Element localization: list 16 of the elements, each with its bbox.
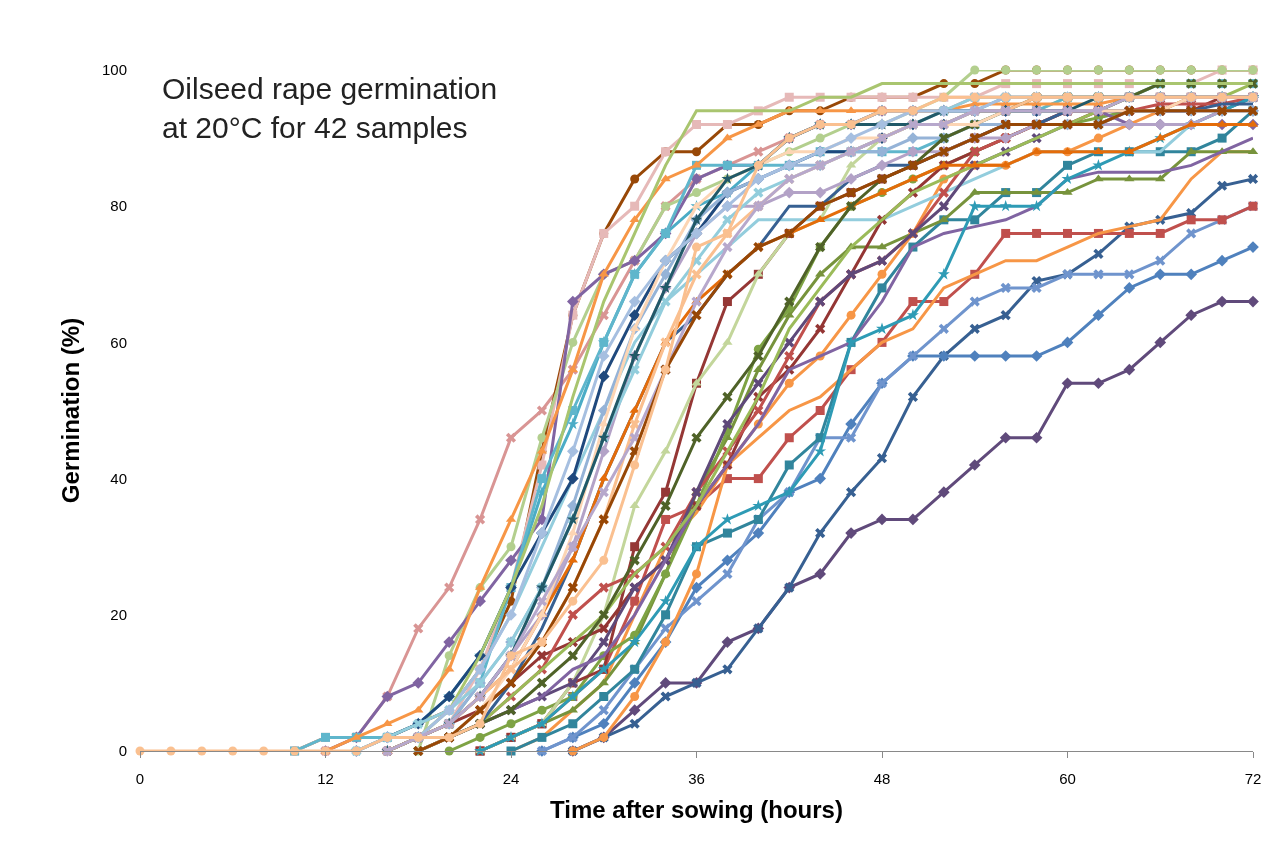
x-tick-label: 24 [502, 770, 520, 787]
x-tick-label: 12 [317, 770, 334, 787]
x-tick-label: 36 [688, 770, 705, 787]
x-tick-label: 60 [1059, 770, 1076, 787]
y-tick-label: 60 [110, 333, 127, 351]
x-tick-label: 72 [1244, 770, 1262, 787]
x-tick-label: 0 [135, 770, 145, 787]
y-tick-label: 80 [110, 197, 127, 215]
x-axis-title: Time after sowing (hours) [550, 796, 843, 824]
y-tick-label: 40 [110, 469, 127, 487]
x-tick-label: 48 [873, 770, 891, 787]
y-axis-title: Germination (%) [57, 317, 85, 504]
y-tick-label: 100 [101, 61, 127, 79]
y-tick-label: 20 [110, 606, 127, 624]
text: Oilseed rape germination at 20°C for 42 samples [162, 72, 498, 144]
y-tick-label: 0 [118, 742, 127, 760]
